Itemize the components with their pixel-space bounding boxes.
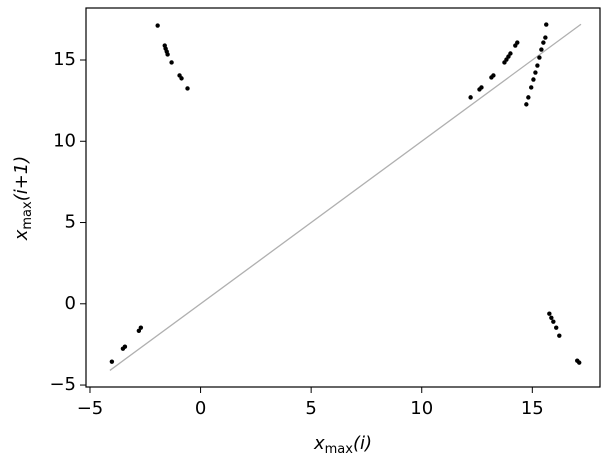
point xyxy=(155,23,160,28)
y-tick-label: 15 xyxy=(53,49,76,70)
point xyxy=(508,51,513,56)
point xyxy=(185,86,190,91)
point xyxy=(541,40,546,45)
point xyxy=(169,60,174,65)
y-tick-label: 10 xyxy=(53,130,76,151)
x-tick-label: −5 xyxy=(77,398,104,419)
y-label-arg: (i+1) xyxy=(11,156,32,202)
point xyxy=(535,63,540,68)
reference-line xyxy=(109,23,582,371)
point xyxy=(138,325,144,330)
y-tick-label: 5 xyxy=(65,212,76,233)
x-tick-label: 0 xyxy=(195,398,206,419)
plot-frame xyxy=(85,7,601,388)
point xyxy=(533,70,538,75)
x-label-sub: max xyxy=(325,442,354,457)
x-tick-label: 5 xyxy=(305,398,316,419)
point xyxy=(577,360,582,365)
point xyxy=(537,55,542,60)
point xyxy=(551,319,556,324)
x-tick-label: 15 xyxy=(521,398,544,419)
point xyxy=(122,344,128,349)
point xyxy=(529,85,534,90)
x-axis-label: xmax(i) xyxy=(313,433,372,457)
y-axis-label: xmax(i+1) xyxy=(11,156,35,242)
point xyxy=(554,325,559,330)
point xyxy=(526,95,531,100)
y-tick-label: −5 xyxy=(49,374,76,395)
point xyxy=(515,40,520,45)
point xyxy=(543,35,548,40)
x-tick-label: 10 xyxy=(410,398,433,419)
point xyxy=(479,85,484,90)
y-label-sub: max xyxy=(20,201,35,230)
point xyxy=(531,77,536,82)
point xyxy=(468,95,473,100)
point xyxy=(524,102,529,107)
y-label-var: x xyxy=(11,229,32,241)
point xyxy=(549,315,554,320)
point xyxy=(544,22,549,27)
x-label-var: x xyxy=(313,433,325,454)
point xyxy=(491,73,496,78)
point xyxy=(109,359,115,364)
point xyxy=(165,52,170,57)
point xyxy=(539,47,544,52)
point xyxy=(179,76,184,81)
x-label-arg: (i) xyxy=(353,433,372,454)
point xyxy=(557,333,562,338)
y-tick-label: 0 xyxy=(65,293,76,314)
point xyxy=(547,311,552,316)
